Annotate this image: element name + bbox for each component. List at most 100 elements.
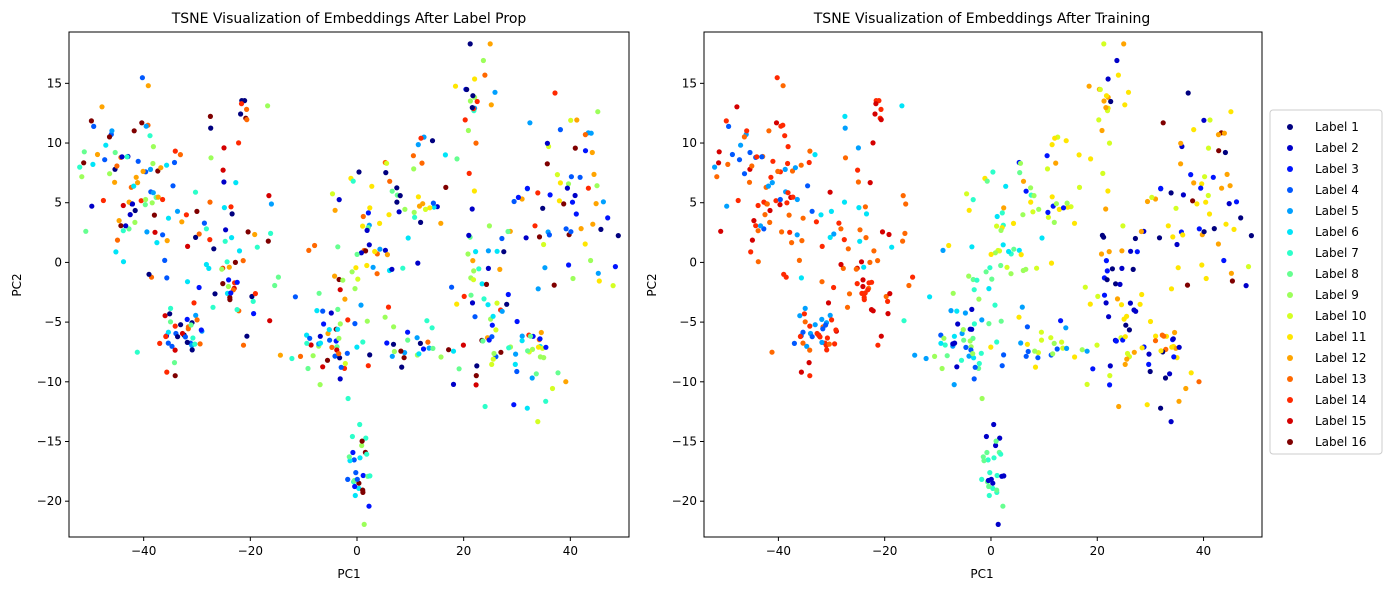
scatter-point <box>1160 120 1166 126</box>
scatter-point <box>1191 180 1197 186</box>
scatter-point <box>377 220 383 226</box>
scatter-point <box>177 152 183 158</box>
scatter-point <box>351 457 357 463</box>
scatter-point <box>1188 370 1194 376</box>
scatter-point <box>352 483 358 490</box>
scatter-point <box>335 326 341 332</box>
scatter-point <box>836 220 842 226</box>
scatter-point <box>912 352 918 358</box>
scatter-point <box>1183 385 1189 392</box>
scatter-point <box>588 257 594 264</box>
scatter-point <box>1248 233 1254 239</box>
scatter-point <box>542 265 548 271</box>
scatter-point <box>1196 379 1202 385</box>
scatter-point <box>1034 265 1040 271</box>
scatter-point <box>1032 364 1039 370</box>
scatter-point <box>1194 201 1200 207</box>
scatter-point <box>469 300 476 306</box>
scatter-point <box>473 249 479 255</box>
scatter-point <box>1219 185 1225 191</box>
scatter-point <box>446 347 452 353</box>
scatter-point <box>418 135 424 141</box>
scatter-point <box>387 178 393 184</box>
scatter-point <box>827 189 833 195</box>
scatter-point <box>980 454 986 460</box>
scatter-point <box>250 298 256 304</box>
x-tick-label: 20 <box>1090 544 1105 558</box>
scatter-point <box>1185 90 1191 96</box>
scatter-point <box>1113 338 1119 344</box>
scatter-point <box>1139 345 1145 351</box>
scatter-point <box>984 178 990 184</box>
scatter-point <box>238 111 244 117</box>
scatter-point <box>1082 284 1088 290</box>
scatter-point <box>1201 117 1207 123</box>
scatter-point <box>749 237 756 243</box>
legend-marker <box>1287 418 1293 424</box>
scatter-point <box>572 192 578 199</box>
scatter-point <box>759 154 765 160</box>
scatter-point <box>194 317 200 323</box>
scatter-point <box>91 123 97 129</box>
scatter-point <box>109 128 115 134</box>
scatter-point <box>986 483 992 490</box>
scatter-point <box>492 89 498 95</box>
legend-marker <box>1287 187 1293 193</box>
scatter-point <box>1170 336 1176 342</box>
scatter-point <box>1173 205 1179 211</box>
scatter-point <box>1245 264 1252 270</box>
scatter-point <box>429 325 435 331</box>
scatter-point <box>979 317 985 323</box>
scatter-point <box>832 341 838 347</box>
scatter-point <box>753 223 759 229</box>
scatter-point <box>244 333 250 339</box>
scatter-point <box>1116 403 1122 410</box>
x-tick-label: −20 <box>238 544 263 558</box>
scatter-point <box>855 167 861 173</box>
scatter-point <box>360 213 366 220</box>
scatter-point <box>1099 232 1105 238</box>
scatter-point <box>944 353 950 359</box>
scatter-point <box>582 241 588 247</box>
scatter-point <box>998 262 1004 269</box>
scatter-point <box>862 204 869 210</box>
scatter-point <box>158 165 164 171</box>
scatter-point <box>946 242 952 249</box>
scatter-point <box>538 329 544 336</box>
chart-title: TSNE Visualization of Embeddings After L… <box>171 11 527 27</box>
scatter-point <box>152 229 158 235</box>
x-tick-label: 0 <box>987 544 995 558</box>
scatter-point <box>504 301 510 307</box>
scatter-point <box>485 302 491 308</box>
scatter-point <box>883 293 889 300</box>
scatter-point <box>345 395 351 402</box>
scatter-point <box>297 353 304 359</box>
scatter-point <box>129 201 136 207</box>
scatter-point <box>1045 214 1051 220</box>
scatter-point <box>831 284 837 291</box>
scatter-point <box>314 308 320 314</box>
scatter-point <box>777 196 783 203</box>
scatter-point <box>869 279 875 285</box>
scatter-point <box>825 300 832 306</box>
scatter-point <box>765 183 772 189</box>
scatter-point <box>169 343 175 349</box>
scatter-point <box>554 172 561 178</box>
scatter-point <box>170 183 176 189</box>
scatter-point <box>1060 205 1067 211</box>
scatter-point <box>172 323 178 329</box>
scatter-point <box>1126 327 1132 333</box>
scatter-point <box>320 364 326 370</box>
scatter-point <box>596 278 602 284</box>
scatter-point <box>1113 281 1119 287</box>
scatter-point <box>454 301 460 307</box>
scatter-point <box>1079 347 1085 353</box>
scatter-point <box>310 353 316 359</box>
scatter-point <box>723 118 729 124</box>
scatter-point <box>791 340 798 346</box>
scatter-point <box>1101 292 1108 298</box>
scatter-point <box>842 113 848 119</box>
scatter-point <box>460 342 466 348</box>
scatter-point <box>1001 205 1007 211</box>
scatter-point <box>450 381 457 387</box>
